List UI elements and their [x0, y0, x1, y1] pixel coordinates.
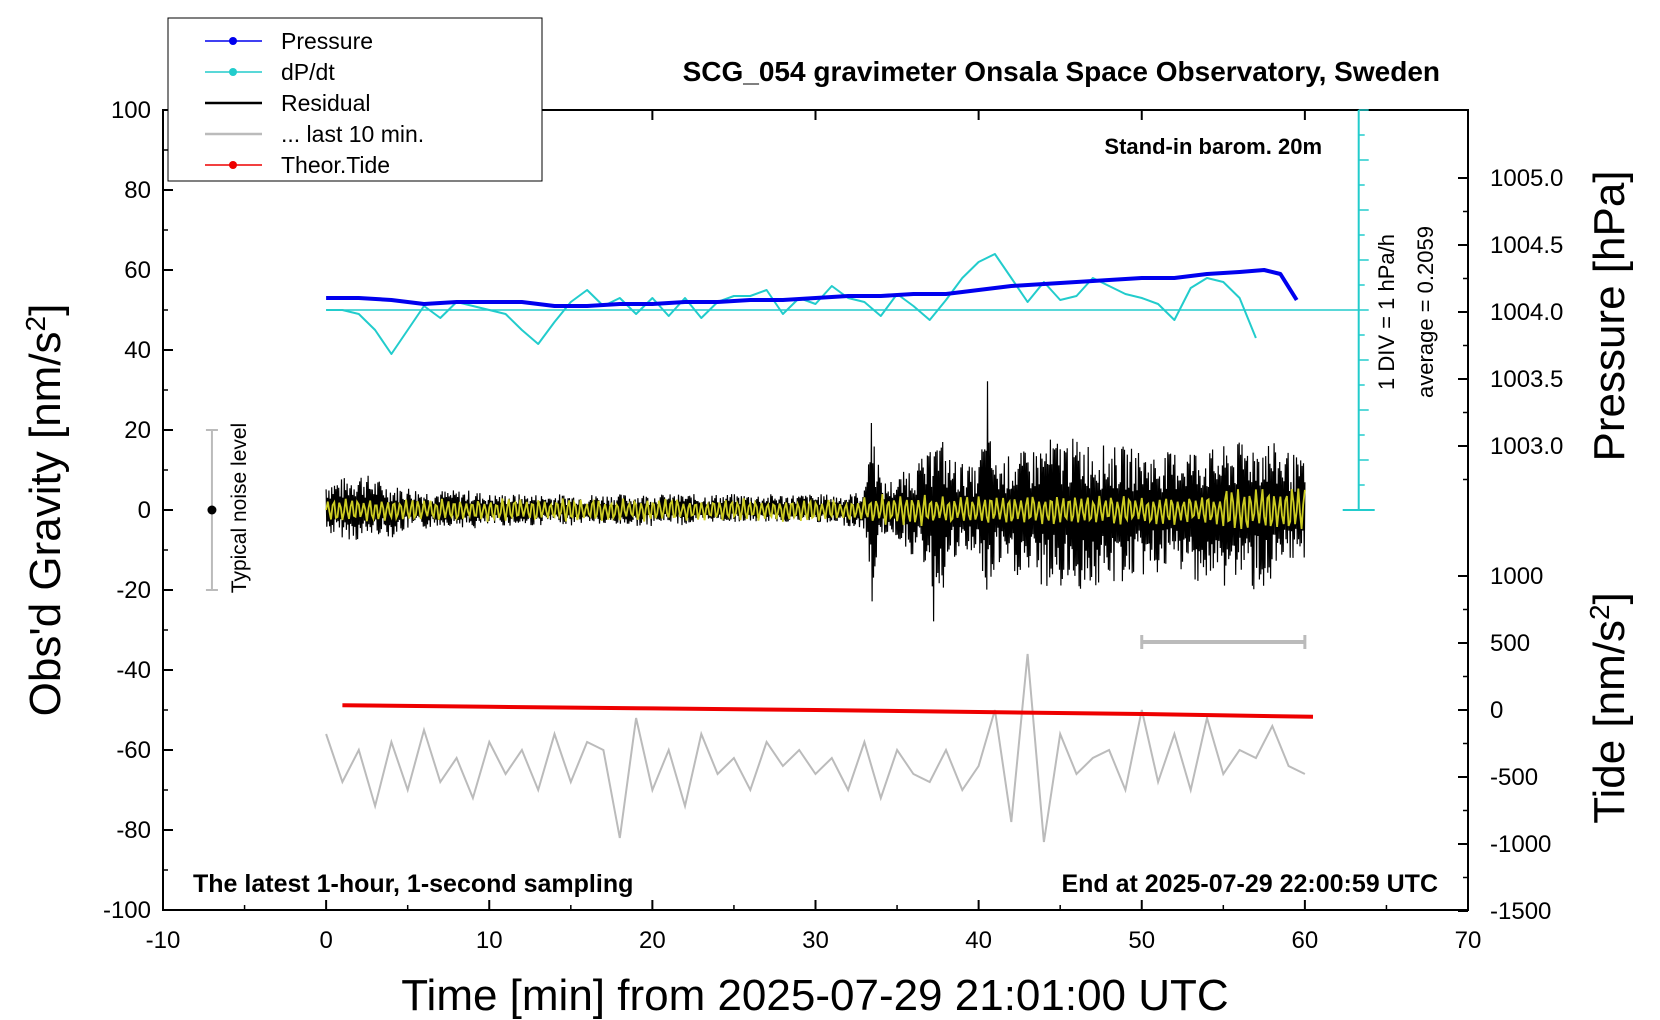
- tide-label-sup: 2: [1584, 604, 1615, 620]
- legend-box: [167, 17, 543, 182]
- legend-label: ... last 10 min.: [281, 121, 424, 147]
- y-tick-label: -60: [116, 737, 151, 764]
- chart-title: SCG_054 gravimeter Onsala Space Observat…: [683, 56, 1440, 87]
- dpdt-division-axis: [1342, 109, 1375, 511]
- barometer-note: Stand-in barom. 20m: [1104, 134, 1322, 159]
- tide-tick-label: -1500: [1490, 898, 1551, 925]
- y-tick-label: -80: [116, 817, 151, 844]
- pressure-line: [326, 268, 1299, 308]
- typical-noise-bar: [205, 429, 218, 591]
- last-10-min-bar: [1140, 635, 1307, 649]
- tide-label-end: ]: [1585, 592, 1634, 604]
- y-axis-left: 100 80 60 40 20 0 -20 -40 -60 -80 -100: [103, 97, 173, 924]
- legend-marker: [229, 161, 237, 169]
- y-axis-tide: 1000 500 0 -500 -1000 -1500: [1458, 563, 1551, 925]
- y-tick-label: -20: [116, 577, 151, 604]
- y-axis-pressure: 1005.0 1004.5 1004.0 1003.5 1003.0: [1458, 165, 1563, 481]
- last-10-min-line: [325, 653, 1306, 843]
- x-tick-label: -10: [146, 927, 181, 954]
- legend-label: Pressure: [281, 28, 373, 54]
- pressure-tick-label: 1004.0: [1490, 299, 1563, 326]
- sampling-note: The latest 1-hour, 1-second sampling: [193, 870, 633, 898]
- y-tick-label: 100: [111, 97, 151, 124]
- y-left-label-end: ]: [21, 304, 70, 316]
- y-tick-label: 80: [124, 177, 151, 204]
- y-axis-left-label: Obs'd Gravity [nm/s2]: [20, 304, 71, 717]
- legend-label: Residual: [281, 90, 371, 116]
- y-tick-label: 20: [124, 417, 151, 444]
- legend-marker: [229, 37, 237, 45]
- y-left-label-main: Obs'd Gravity [nm/s: [21, 331, 70, 716]
- y-axis-tide-label: Tide [nm/s2]: [1584, 592, 1635, 824]
- x-axis: -10 0 10 20 30 40 50 60 70: [146, 110, 1482, 954]
- pressure-tick-label: 1005.0: [1490, 165, 1563, 192]
- x-tick-label: 10: [476, 927, 503, 954]
- x-tick-label: 0: [319, 927, 332, 954]
- y-tick-label: -100: [103, 897, 151, 924]
- noise-label: Typical noise level: [228, 423, 251, 593]
- legend-label: Theor.Tide: [281, 152, 390, 178]
- end-time-note: End at 2025-07-29 22:00:59 UTC: [1061, 870, 1438, 898]
- tide-tick-label: 500: [1490, 630, 1530, 657]
- y-axis-pressure-label: Pressure [hPa]: [1585, 170, 1634, 461]
- y-tick-label: 60: [124, 257, 151, 284]
- residual-smoothed-line: [325, 488, 1306, 529]
- legend-marker: [229, 68, 237, 76]
- x-tick-label: 60: [1292, 927, 1319, 954]
- pressure-tick-label: 1003.5: [1490, 366, 1563, 393]
- tide-tick-label: 1000: [1490, 563, 1543, 590]
- div-note: 1 DIV = 1 hPa/h: [1374, 234, 1399, 390]
- pressure-tick-label: 1003.0: [1490, 433, 1563, 460]
- legend-label: dP/dt: [281, 59, 335, 85]
- noise-bar-center: [207, 505, 217, 515]
- x-axis-label: Time [min] from 2025-07-29 21:01:00 UTC: [401, 971, 1228, 1020]
- y-tick-label: 0: [138, 497, 151, 524]
- y-tick-label: -40: [116, 657, 151, 684]
- x-tick-label: 70: [1455, 927, 1482, 954]
- legend: Pressure dP/dt Residual ... last 10 min. The…: [167, 17, 543, 182]
- tide-tick-label: -1000: [1490, 831, 1551, 858]
- x-tick-label: 50: [1128, 927, 1155, 954]
- tide-label-main: Tide [nm/s: [1585, 620, 1634, 824]
- x-tick-label: 30: [802, 927, 829, 954]
- x-tick-label: 20: [639, 927, 666, 954]
- x-tick-label: 40: [965, 927, 992, 954]
- theoretical-tide-line: [342, 703, 1314, 719]
- tide-tick-label: -500: [1490, 764, 1538, 791]
- tide-tick-label: 0: [1490, 697, 1503, 724]
- y-left-label-sup: 2: [20, 316, 51, 332]
- pressure-tick-label: 1004.5: [1490, 232, 1563, 259]
- y-tick-label: 40: [124, 337, 151, 364]
- series-layer: [325, 253, 1359, 843]
- average-note: average = 0.2059: [1413, 226, 1438, 398]
